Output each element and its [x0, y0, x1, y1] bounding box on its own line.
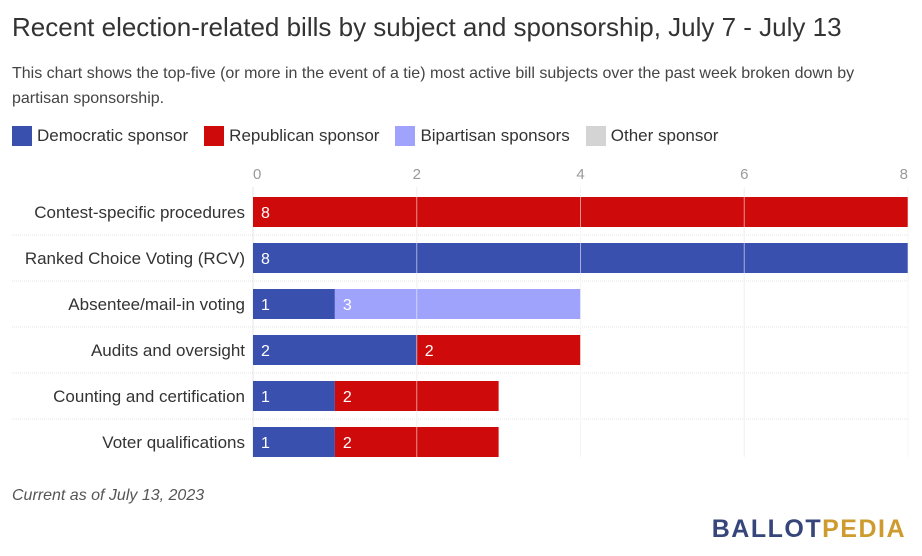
bar-value-label: 1: [261, 297, 270, 314]
x-tick-label: 2: [413, 166, 421, 183]
category-label: Ranked Choice Voting (RCV): [25, 249, 245, 268]
x-tick-label: 8: [900, 166, 908, 183]
legend-swatch-republican: [204, 126, 225, 146]
logo-part-pedia: PEDIA: [822, 515, 906, 543]
legend-item-other: Other sponsor: [585, 126, 719, 146]
bar-value-label: 8: [261, 205, 270, 222]
bar-democratic-sponsor: [253, 335, 417, 365]
bar-value-label: 8: [261, 251, 270, 268]
bar-value-label: 2: [425, 343, 434, 360]
legend-swatch-other: [585, 126, 606, 146]
x-tick-label: 0: [253, 166, 261, 183]
legend-swatch-democratic: [12, 126, 32, 146]
legend-item-republican: Republican sponsor: [204, 126, 379, 146]
ballotpedia-logo: BALLOTPEDIA: [712, 515, 906, 544]
legend-label-democratic: Democratic sponsor: [37, 126, 189, 145]
category-label: Audits and oversight: [91, 341, 245, 360]
category-label: Contest-specific procedures: [34, 203, 245, 222]
x-tick-label: 6: [740, 166, 748, 183]
chart-title: Recent election-related bills by subject…: [12, 12, 842, 42]
category-label: Absentee/mail-in voting: [68, 295, 245, 314]
bar-value-label: 1: [261, 389, 270, 406]
logo-part-ballot: BALLOT: [711, 515, 823, 543]
stacked-bar-chart: 0 2 4 6 8 Contest-specific procedures 8 Ranked …: [12, 166, 909, 457]
category-label: Counting and certification: [53, 387, 245, 406]
footnote: Current as of July 13, 2023: [12, 487, 205, 504]
legend: Democratic sponsor Republican sponsor Bi…: [12, 126, 734, 146]
x-tick-label: 4: [576, 166, 584, 183]
bar-bipartisan-sponsors: [334, 289, 581, 319]
legend-item-democratic: Democratic sponsor: [12, 126, 188, 146]
bar-republican-sponsor: [416, 335, 581, 365]
legend-swatch-bipartisan: [395, 126, 416, 146]
bar-democratic-sponsor: [253, 427, 335, 457]
legend-item-bipartisan: Bipartisan sponsors: [395, 126, 570, 146]
bar-value-label: 2: [261, 343, 270, 360]
legend-label-other: Other sponsor: [610, 126, 719, 145]
bar-value-label: 2: [343, 435, 352, 452]
bar-value-label: 3: [343, 297, 352, 314]
category-label: Voter qualifications: [102, 433, 245, 452]
chart-subtitle: This chart shows the top-five (or more i…: [12, 65, 855, 107]
legend-label-bipartisan: Bipartisan sponsors: [420, 126, 570, 145]
bar-value-label: 1: [261, 435, 270, 452]
bar-democratic-sponsor: [253, 381, 335, 411]
bar-value-label: 2: [343, 389, 352, 406]
legend-label-republican: Republican sponsor: [229, 126, 380, 145]
bar-democratic-sponsor: [253, 289, 335, 319]
